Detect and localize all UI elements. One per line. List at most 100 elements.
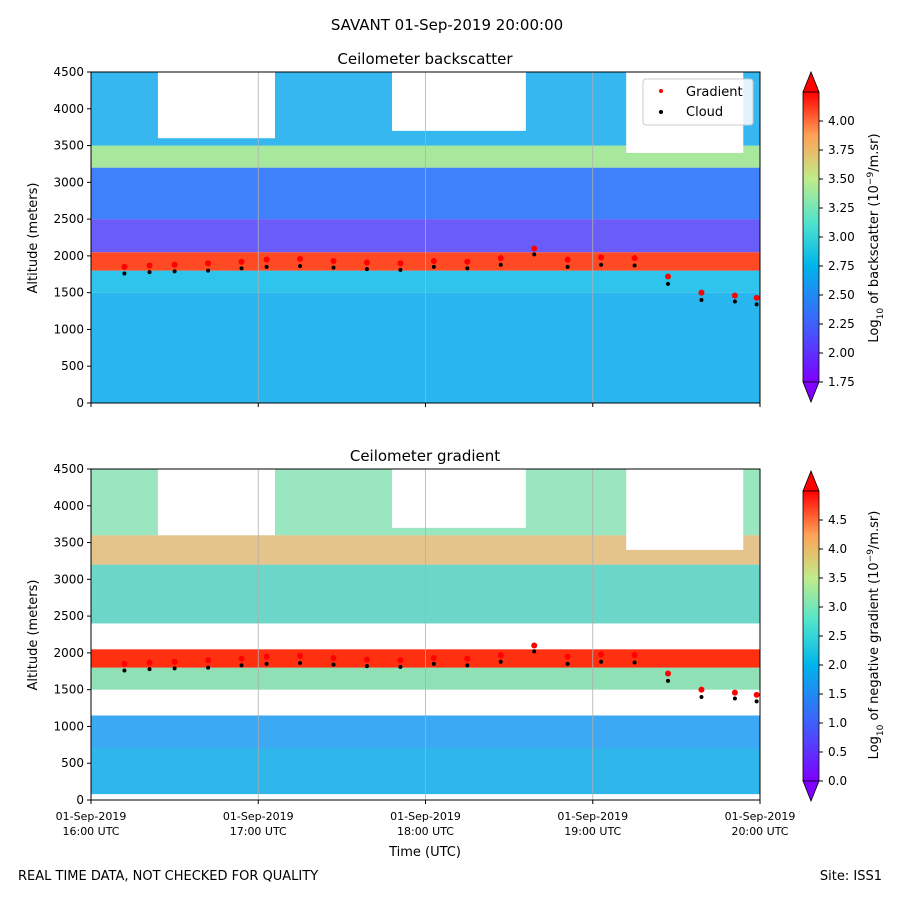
gradient-point xyxy=(146,659,153,666)
colorbar-tick-label: 1.75 xyxy=(828,375,855,389)
gradient-point xyxy=(297,652,304,659)
cloud-point xyxy=(398,664,403,669)
cloud-point xyxy=(498,262,503,267)
backscatter-yticks: 0 500 1000 1500 2000 2500 3000 3500 4000 4500 xyxy=(53,65,91,410)
gradient-point xyxy=(665,273,672,280)
cloud-point xyxy=(239,266,244,271)
gradient-point xyxy=(146,262,153,269)
cloud-point xyxy=(632,660,637,665)
cloud-point xyxy=(565,264,570,269)
cloud-point xyxy=(364,267,369,272)
xtick-time-label: 16:00 UTC xyxy=(62,825,119,838)
heatmap-blank-region xyxy=(392,72,526,131)
gradient-point xyxy=(363,656,370,663)
gradient-point xyxy=(330,655,337,662)
gradient-point xyxy=(171,658,178,665)
cloud-point xyxy=(206,268,211,273)
gradient-point xyxy=(598,254,605,261)
cloud-point xyxy=(465,266,470,271)
ytick-label: 2500 xyxy=(53,609,84,623)
backscatter-colorbar-ticks: 1.75 2.00 2.25 2.50 2.75 3.00 3.25 3.50 3.75 4.00 xyxy=(819,114,855,389)
colorbar-extend-top xyxy=(802,469,820,492)
ytick-label: 4500 xyxy=(53,65,84,79)
gradient-point xyxy=(698,686,705,693)
gradient-title: Ceilometer gradient xyxy=(350,447,500,465)
gradient-point xyxy=(598,651,605,658)
heatmap-blank-region xyxy=(392,469,526,528)
gradient-point xyxy=(205,657,212,664)
gradient-point xyxy=(238,655,245,662)
ytick-label: 0 xyxy=(76,396,84,410)
gradient-axes-frame xyxy=(90,468,761,801)
ytick-label: 4000 xyxy=(53,499,84,513)
cloud-point xyxy=(331,265,336,270)
heatmap-blank-region xyxy=(626,469,744,550)
gradient-gridlines xyxy=(257,469,594,800)
cloud-point xyxy=(699,695,704,700)
backscatter-title: Ceilometer backscatter xyxy=(337,50,513,68)
backscatter-colorbar: 1.75 2.00 2.25 2.50 2.75 3.00 3.25 3.50 3.75 4.00… xyxy=(802,70,886,404)
cloud-point xyxy=(147,270,152,275)
site-label: Site: ISS1 xyxy=(819,869,882,884)
ytick-label: 3000 xyxy=(53,572,84,586)
cloud-point xyxy=(532,649,537,654)
gradient-point xyxy=(397,657,404,664)
colorbar-extend-top xyxy=(802,70,820,93)
colorbar-tick-label: 1.0 xyxy=(828,716,847,730)
gradient-cloud-points xyxy=(122,649,759,704)
gradient-point xyxy=(430,258,437,265)
cloud-point xyxy=(666,678,671,683)
colorbar-tick-label: 3.00 xyxy=(828,230,855,244)
gradient-point xyxy=(631,652,638,659)
colorbar-tick-label: 2.50 xyxy=(828,288,855,302)
gradient-gradient-points xyxy=(121,642,760,698)
xtick-time-label: 20:00 UTC xyxy=(731,825,788,838)
colorbar-tick-label: 3.25 xyxy=(828,201,855,215)
colorbar-tick-label: 3.75 xyxy=(828,143,855,157)
ytick-label: 500 xyxy=(61,756,84,770)
backscatter-xticks xyxy=(90,403,761,407)
xtick-date-label: 01-Sep-2019 xyxy=(557,810,628,823)
gradient-point xyxy=(698,289,705,296)
legend-cloud-marker xyxy=(659,110,663,114)
gradient-ylabel: Altitude (meters) xyxy=(26,580,41,691)
cloud-point xyxy=(754,302,759,307)
xtick-time-label: 19:00 UTC xyxy=(564,825,621,838)
ytick-label: 0 xyxy=(76,793,84,807)
cloud-point xyxy=(331,662,336,667)
gradient-point xyxy=(731,292,738,299)
cloud-point xyxy=(699,298,704,303)
xtick-time-label: 18:00 UTC xyxy=(397,825,454,838)
colorbar-tick-label: 3.5 xyxy=(828,571,847,585)
legend-box xyxy=(642,78,754,126)
cloud-point xyxy=(239,663,244,668)
gradient-colorbar: 0.0 0.5 1.0 1.5 2.0 2.5 3.0 3.5 4.0 4.5 Log10 of … xyxy=(802,469,886,803)
ytick-label: 1000 xyxy=(53,322,84,336)
cloud-point xyxy=(172,666,177,671)
gradient-point xyxy=(464,655,471,662)
gradient-point xyxy=(564,256,571,263)
colorbar-tick-label: 2.75 xyxy=(828,259,855,273)
backscatter-panel: Ceilometer backscatter 0 500 1000 1500 2000 2… xyxy=(26,50,886,410)
cloud-point xyxy=(498,659,503,664)
gradient-panel: Ceilometer gradient 0 500 1000 1500 2000 2500… xyxy=(26,447,886,860)
gradient-point xyxy=(464,258,471,265)
cloud-point xyxy=(264,661,269,666)
gradient-point xyxy=(263,256,270,263)
colorbar-tick-label: 2.0 xyxy=(828,658,847,672)
cloud-point xyxy=(754,699,759,704)
xtick-date-label: 01-Sep-2019 xyxy=(56,810,127,823)
cloud-point xyxy=(206,665,211,670)
colorbar-tick-label: 1.5 xyxy=(828,687,847,701)
cloud-point xyxy=(599,262,604,267)
backscatter-ylabel: Altitude (meters) xyxy=(26,183,41,294)
cloud-point xyxy=(532,252,537,257)
ytick-label: 3500 xyxy=(53,536,84,550)
ytick-label: 4000 xyxy=(53,102,84,116)
cloud-point xyxy=(122,668,127,673)
heatmap-blank-region xyxy=(157,469,275,536)
colorbar-tick-label: 3.0 xyxy=(828,600,847,614)
cloud-point xyxy=(298,661,303,666)
cloud-point xyxy=(565,661,570,666)
gradient-point xyxy=(631,255,638,262)
